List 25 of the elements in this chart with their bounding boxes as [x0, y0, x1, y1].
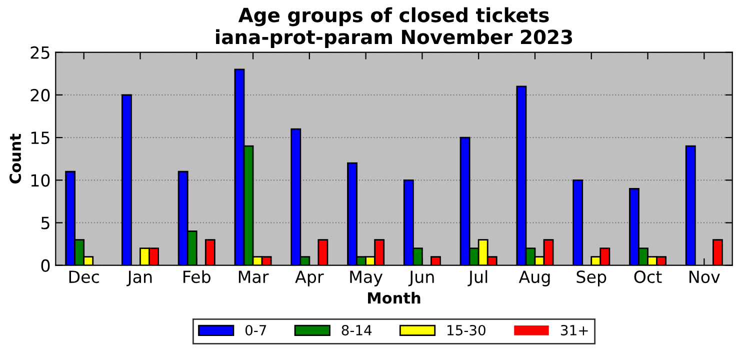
x-tick-label: Jul: [468, 270, 488, 286]
x-tick-label: Oct: [634, 270, 662, 284]
legend-label: 8-14: [342, 324, 372, 336]
x-tick-label: Mar: [238, 270, 269, 284]
legend-label: 0-7: [245, 324, 266, 336]
y-axis-title: Count: [10, 134, 22, 184]
x-tick-label: Jun: [408, 270, 434, 286]
x-tick-label: Apr: [295, 270, 324, 286]
y-tick-label: 0: [41, 259, 50, 272]
x-tick-label: May: [350, 270, 383, 286]
x-tick-label: Aug: [518, 270, 550, 286]
x-tick-label: Dec: [69, 270, 99, 284]
y-tick-label: 20: [30, 88, 50, 102]
chart-title: Age groups of closed tickets iana-prot-param November 2023: [216, 7, 572, 48]
x-tick-label: Sep: [576, 270, 606, 286]
legend-label: 31+: [561, 324, 588, 336]
y-tick-label: 10: [31, 174, 50, 187]
x-tick-label: Jan: [126, 270, 152, 286]
legend-label: 15-30: [448, 324, 486, 336]
x-axis-title: Month: [368, 292, 420, 304]
y-tick-label: 25: [30, 46, 50, 59]
x-tick-label: Feb: [184, 270, 210, 284]
x-tick-label: Nov: [690, 270, 720, 284]
y-tick-label: 5: [41, 216, 50, 230]
y-tick-label: 15: [31, 132, 50, 144]
